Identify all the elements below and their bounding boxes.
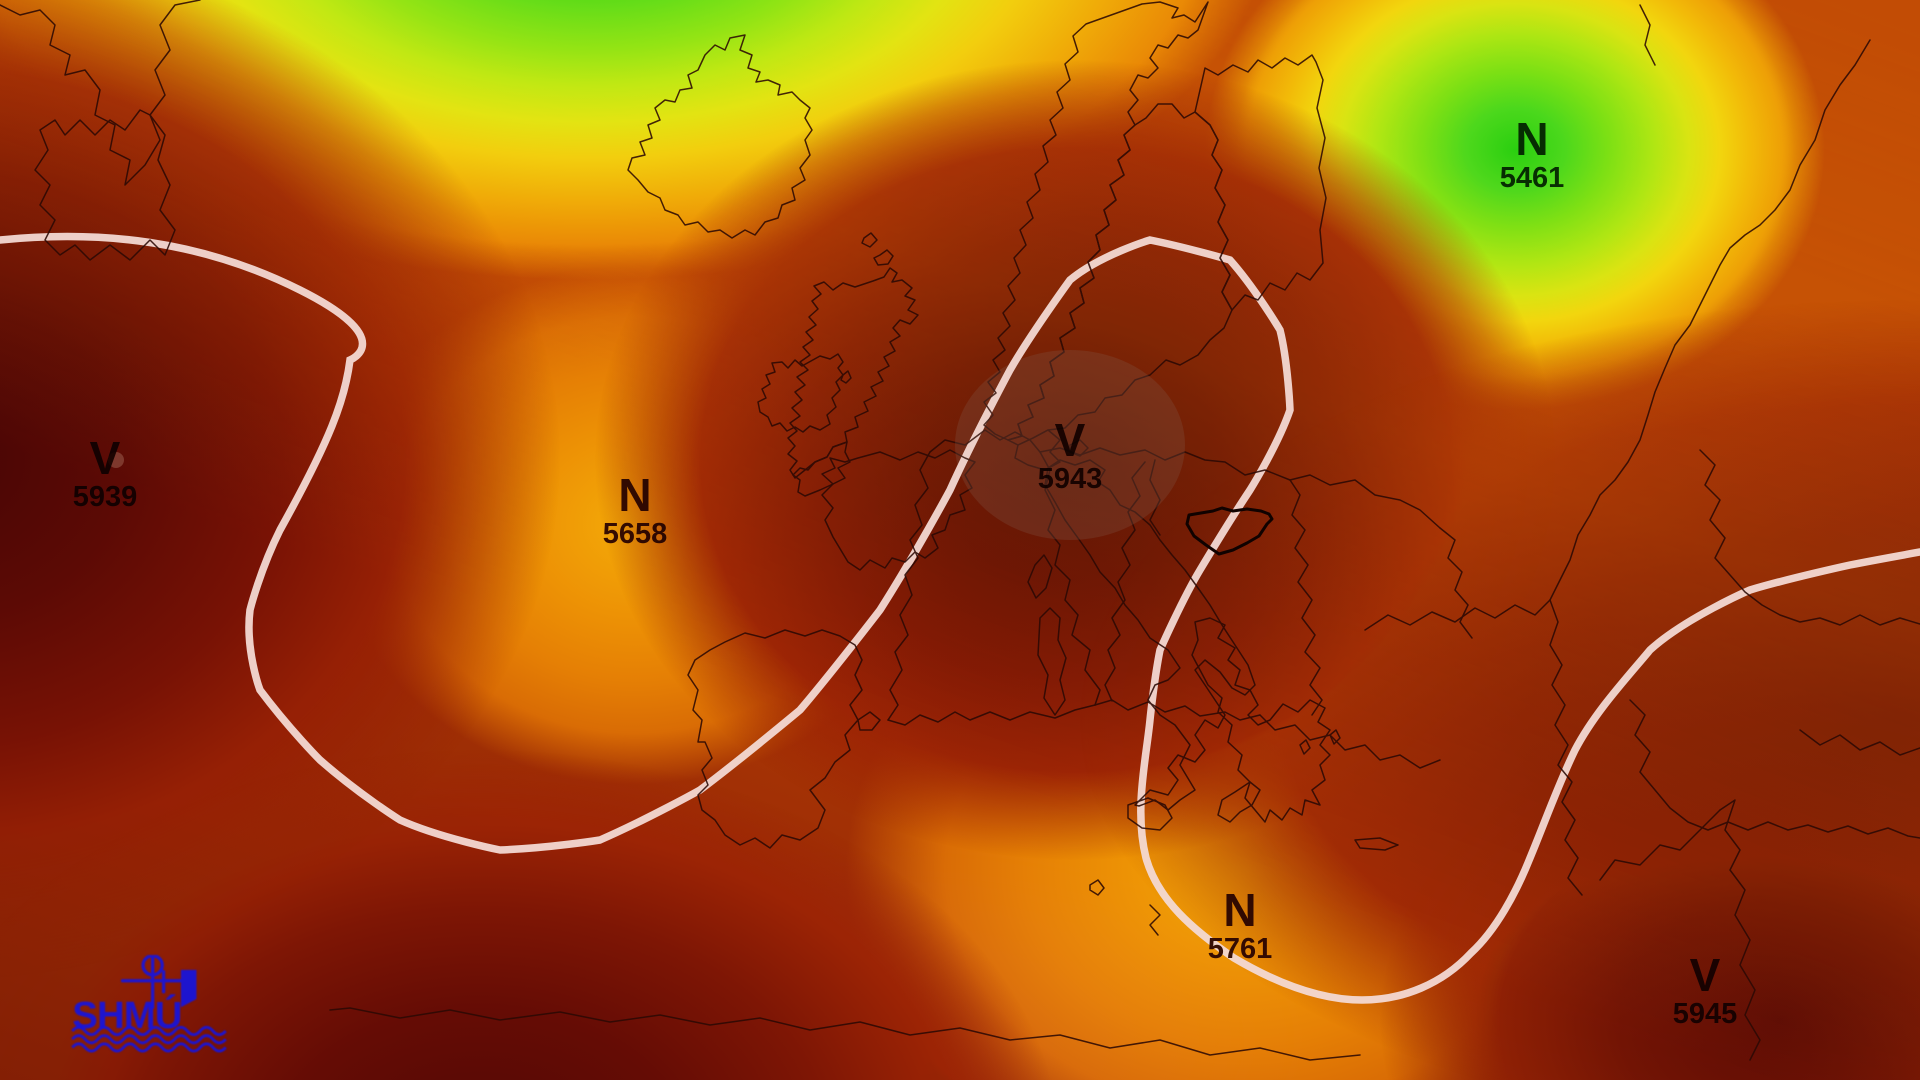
svg-text:SHMÚ: SHMÚ xyxy=(72,993,181,1037)
